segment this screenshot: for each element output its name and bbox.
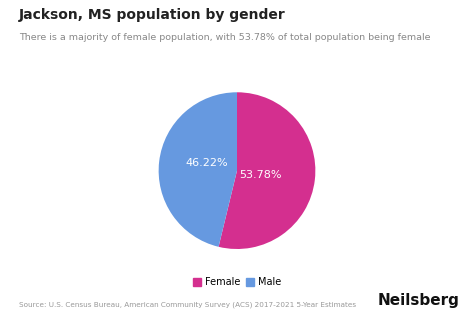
Text: 46.22%: 46.22% <box>186 158 228 168</box>
Legend: Female, Male: Female, Male <box>193 277 281 287</box>
Wedge shape <box>159 92 237 247</box>
Text: Source: U.S. Census Bureau, American Community Survey (ACS) 2017-2021 5-Year Est: Source: U.S. Census Bureau, American Com… <box>19 301 356 308</box>
Wedge shape <box>219 92 315 249</box>
Text: There is a majority of female population, with 53.78% of total population being : There is a majority of female population… <box>19 33 430 42</box>
Text: Neilsberg: Neilsberg <box>378 293 460 308</box>
Text: Jackson, MS population by gender: Jackson, MS population by gender <box>19 8 286 22</box>
Text: 53.78%: 53.78% <box>239 170 282 179</box>
